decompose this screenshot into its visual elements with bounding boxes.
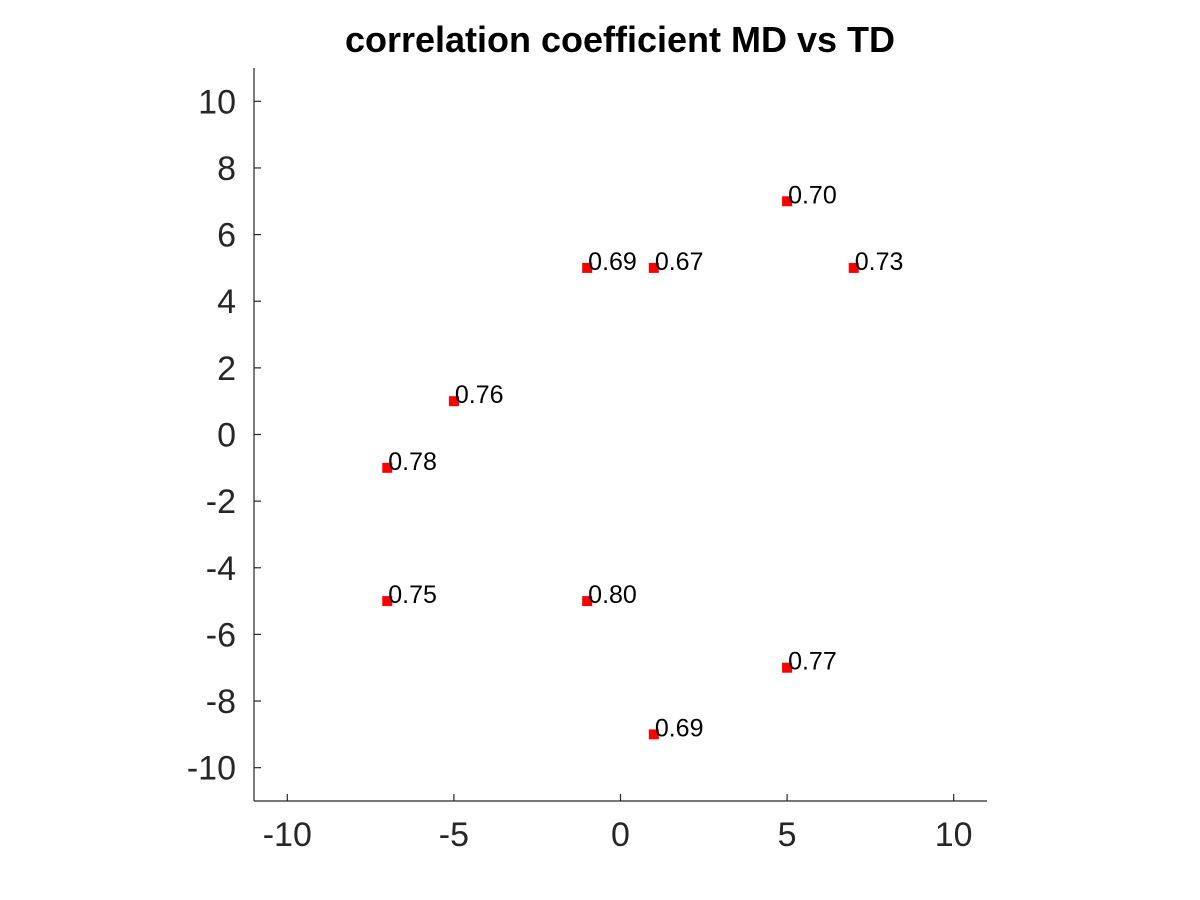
data-point-marker [782, 196, 793, 207]
x-tick-label: -5 [439, 816, 469, 854]
x-tick-label: 0 [611, 816, 630, 854]
y-tick-label: -4 [206, 550, 236, 588]
data-point-marker [448, 396, 459, 407]
plot-area: -10 -5 0 5 10 -10 -8 -6 -4 -2 0 2 4 6 8 10 0.70 0.69 0.6… [187, 68, 987, 854]
data-point-marker [382, 462, 393, 473]
x-axis-ticks: -10 -5 0 5 10 [263, 794, 973, 854]
x-tick-label: 5 [778, 816, 797, 854]
y-tick-label: 8 [217, 150, 236, 188]
data-point-label: 0.69 [655, 714, 704, 742]
chart-title: correlation coefficient MD vs TD [345, 19, 895, 60]
y-axis-ticks: -10 -8 -6 -4 -2 0 2 4 6 8 10 [187, 83, 261, 788]
y-tick-label: -2 [206, 483, 236, 521]
y-tick-label: -10 [187, 750, 236, 788]
data-point-label: 0.77 [788, 648, 837, 676]
data-point-label: 0.78 [388, 448, 437, 476]
data-point-marker [582, 262, 593, 273]
data-point-marker [848, 262, 859, 273]
y-tick-label: 10 [198, 83, 236, 121]
data-point-marker [382, 596, 393, 607]
data-point-label: 0.76 [455, 381, 504, 409]
y-tick-label: 6 [217, 217, 236, 255]
data-point-label: 0.73 [855, 248, 904, 276]
data-point-label: 0.75 [388, 581, 437, 609]
data-point-label: 0.67 [655, 248, 704, 276]
data-point-label: 0.69 [588, 248, 637, 276]
y-tick-label: -8 [206, 683, 236, 721]
data-point-marker [648, 262, 659, 273]
y-tick-label: -6 [206, 616, 236, 654]
y-tick-label: 4 [217, 283, 236, 321]
y-tick-label: 2 [217, 350, 236, 388]
data-point-label: 0.80 [588, 581, 637, 609]
data-point-marker [582, 596, 593, 607]
data-points: 0.70 0.69 0.67 0.73 0.76 0.78 0.75 0.80 0.77 0.69 [382, 181, 903, 742]
data-point-marker [648, 729, 659, 740]
x-tick-label: 10 [935, 816, 973, 854]
y-tick-label: 0 [217, 417, 236, 455]
x-tick-label: -10 [263, 816, 312, 854]
data-point-marker [782, 662, 793, 673]
data-point-label: 0.70 [788, 181, 837, 209]
